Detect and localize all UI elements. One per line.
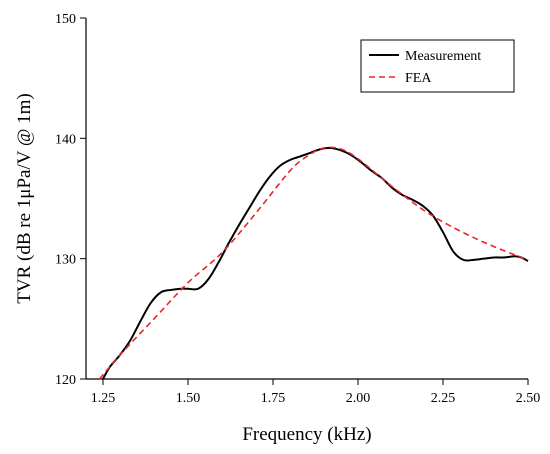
series-line-fea [98, 146, 529, 380]
legend-label: Measurement [405, 49, 481, 64]
legend-label: FEA [405, 71, 432, 86]
x-tick-label: 2.00 [346, 391, 371, 406]
x-tick-label: 1.25 [91, 391, 116, 406]
series-line-measurement [102, 146, 529, 380]
y-axis-title: TVR (dB re 1μPa/V @ 1m) [14, 93, 35, 303]
x-axis-title: Frequency (kHz) [242, 424, 371, 445]
x-tick-label: 2.50 [516, 391, 541, 406]
legend-box [360, 39, 515, 93]
y-tick-label: 140 [55, 132, 76, 147]
x-tick-label: 1.50 [176, 391, 201, 406]
x-tick-label: 2.25 [431, 391, 456, 406]
y-tick-label: 150 [55, 12, 76, 27]
y-tick-label: 120 [55, 373, 76, 388]
legend: Measurement FEA [360, 39, 515, 93]
y-tick-label: 130 [55, 253, 76, 268]
plot-area: 1.25 1.50 1.75 2.00 2.25 2.50 120 130 140 150 Meas… [55, 12, 540, 406]
x-tick-label: 1.75 [261, 391, 286, 406]
